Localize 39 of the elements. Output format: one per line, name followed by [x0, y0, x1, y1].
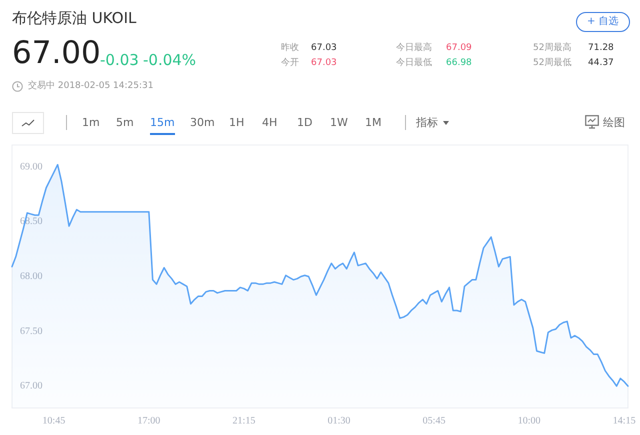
text: 44.37 — [588, 58, 614, 68]
y-tick-label: 67.50 — [20, 326, 42, 337]
text: 71.28 — [588, 43, 614, 53]
text: 今开 — [281, 58, 299, 68]
text: 今日最高 — [396, 43, 432, 53]
x-tick-label: 10:00 — [518, 416, 541, 426]
text: 1M — [365, 116, 382, 129]
text: 52周最低 — [533, 58, 572, 68]
text: 66.98 — [446, 58, 472, 68]
text: -0.04% — [143, 51, 196, 69]
text: 4H — [262, 116, 278, 129]
text: 今日最低 — [396, 58, 432, 68]
text: 绘图 — [603, 116, 625, 129]
text: 67.03 — [311, 58, 337, 68]
x-tick-label: 10:45 — [42, 416, 66, 426]
text: 30m — [190, 116, 215, 129]
text: 1W — [330, 116, 348, 129]
y-tick-label: 69.00 — [20, 161, 42, 172]
text: 昨收 — [281, 43, 299, 53]
x-tick-label: 14:15 — [612, 416, 636, 426]
text: 67.03 — [311, 43, 337, 53]
text: 1m — [82, 116, 100, 129]
text: 5m — [116, 116, 134, 129]
y-tick-label: 67.00 — [20, 380, 42, 392]
text: 指标 — [416, 116, 438, 129]
y-tick-label: 68.00 — [20, 271, 42, 282]
x-tick-label: 01:30 — [328, 416, 350, 426]
text: 1D — [297, 116, 312, 129]
text: 67.09 — [446, 43, 472, 53]
text: + 自选 — [576, 12, 630, 32]
x-tick-label: 17:00 — [138, 416, 160, 426]
text: 15m — [150, 116, 175, 135]
text: -0.03 — [100, 51, 139, 69]
text: 1H — [229, 116, 244, 129]
x-tick-label: 21:15 — [232, 416, 256, 426]
x-tick-label: 05:45 — [422, 416, 446, 426]
chart-title: 布伦特原油 UKOIL — [12, 9, 136, 27]
text: 交易中 2018-02-05 14:25:31 — [28, 81, 154, 91]
text: 52周最高 — [533, 43, 572, 53]
